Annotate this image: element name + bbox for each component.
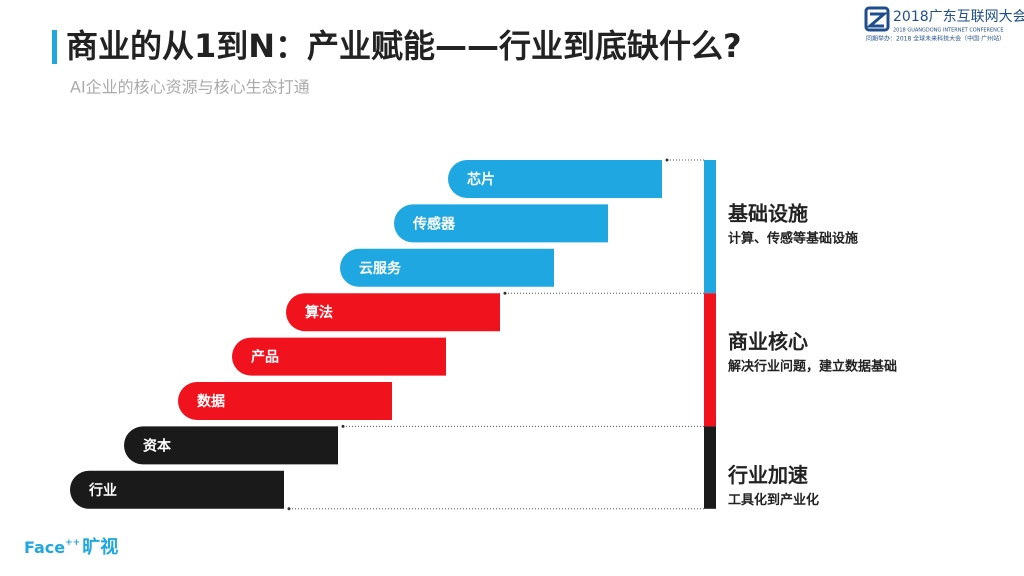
footer-brand: Face++ 旷视: [24, 536, 118, 558]
group-bar: [704, 426, 716, 509]
group-bar: [704, 293, 716, 427]
bar-label: 云服务: [359, 260, 402, 277]
bar: [70, 470, 285, 509]
bar-label: 数据: [197, 393, 225, 410]
bar: [340, 248, 554, 287]
connector-dot: [287, 507, 291, 511]
logo-name: 2018广东互联网大会: [893, 9, 1024, 25]
connector-dot: [665, 158, 669, 162]
group-title: 行业加速: [727, 463, 808, 487]
bar: [124, 426, 338, 465]
bar-label: 资本: [143, 437, 172, 454]
group-desc: 计算、传感等基础设施: [728, 231, 858, 247]
logo-english: 2018 GUANGDONG INTERNET CONFERENCE: [893, 28, 1004, 34]
group-title: 商业核心: [728, 330, 808, 354]
bar-label: 算法: [305, 304, 333, 321]
bar-label: 行业: [88, 482, 117, 499]
logo-note: 同期举办：2018 全球未来科技大会（中国·广州站）: [866, 35, 1005, 43]
group-bar: [704, 160, 716, 294]
group-desc: 解决行业问题，建立数据基础: [727, 359, 897, 375]
bar-label: 产品: [251, 349, 279, 366]
bar: [232, 337, 446, 376]
title: 商业的从1到N：产业赋能——行业到底缺什么?: [66, 27, 742, 65]
logo-icon: [864, 6, 890, 32]
subtitle: AI企业的核心资源与核心生态打通: [70, 78, 310, 97]
bar: [394, 204, 608, 243]
bar: [448, 160, 662, 198]
bar: [286, 293, 500, 332]
bar: [178, 382, 392, 420]
connector-dot: [503, 291, 507, 295]
connector-dot: [341, 424, 345, 428]
logo-icon-z: [865, 12, 889, 28]
group-desc: 工具化到产业化: [728, 492, 819, 508]
bar-label: 芯片: [467, 171, 495, 188]
title-accent: [52, 30, 57, 64]
bar-label: 传感器: [412, 215, 456, 232]
group-title: 基础设施: [728, 202, 808, 226]
